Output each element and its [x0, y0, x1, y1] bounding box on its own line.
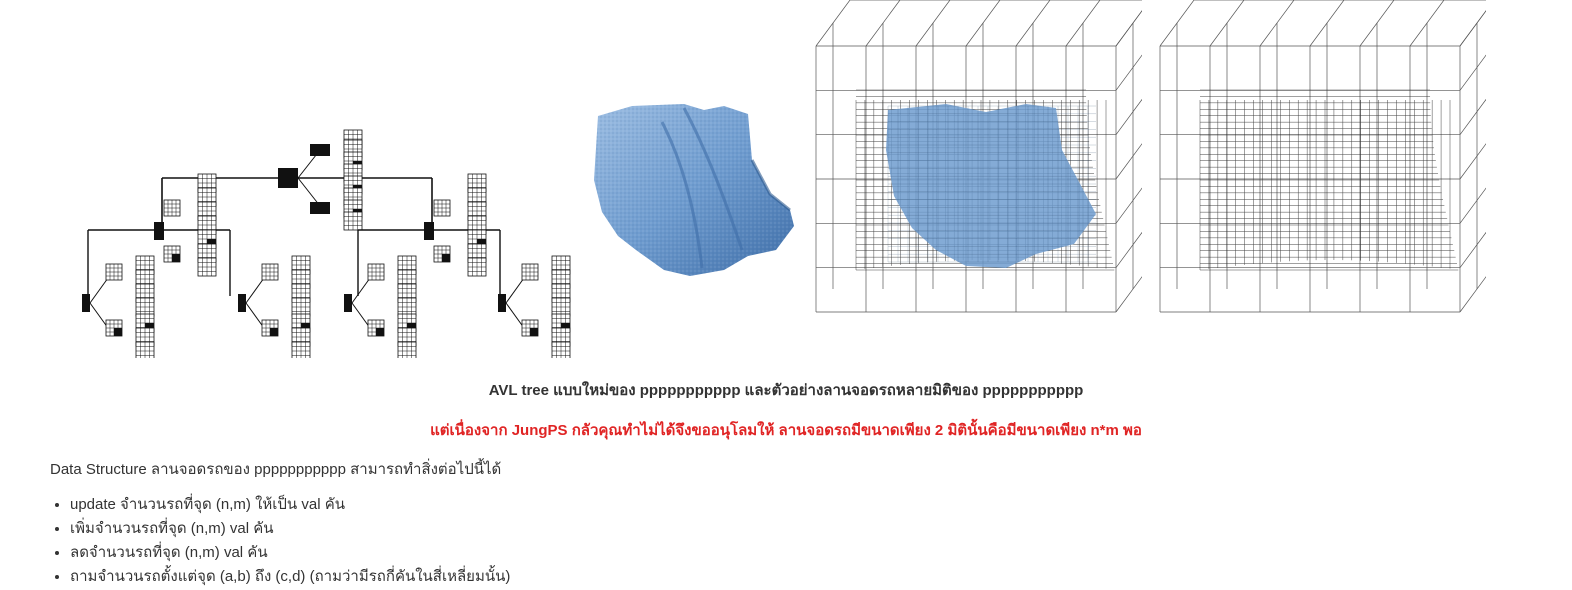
list-item: เพิ่มจำนวนรถที่จุด (n,m) val คัน [70, 518, 510, 542]
blue-shape-render [594, 104, 794, 276]
quadtree-diagram [82, 129, 571, 358]
list-item: update จำนวนรถที่จุด (n,m) ให้เป็น val ค… [70, 494, 510, 518]
figure-caption: AVL tree แบบใหม่ของ ppppppppppp และตัวอย… [488, 382, 1084, 399]
figure [82, 0, 1486, 358]
octree-grid [1159, 0, 1486, 313]
intro-text: Data Structure ลานจอดรถของ ppppppppppp ส… [50, 461, 502, 478]
operation-list: update จำนวนรถที่จุด (n,m) ให้เป็น val ค… [50, 494, 510, 590]
list-item: ลดจำนวนรถที่จุด (n,m) val คัน [70, 542, 510, 566]
notice-text: แต่เนื่องจาก JungPS กลัวคุณทำไม่ได้จึงขอ… [430, 422, 1142, 439]
octree-grid-with-shape [815, 0, 1142, 313]
list-item: ถามจำนวนรถตั้งแต่จุด (a,b) ถึง (c,d) (ถา… [70, 566, 510, 590]
